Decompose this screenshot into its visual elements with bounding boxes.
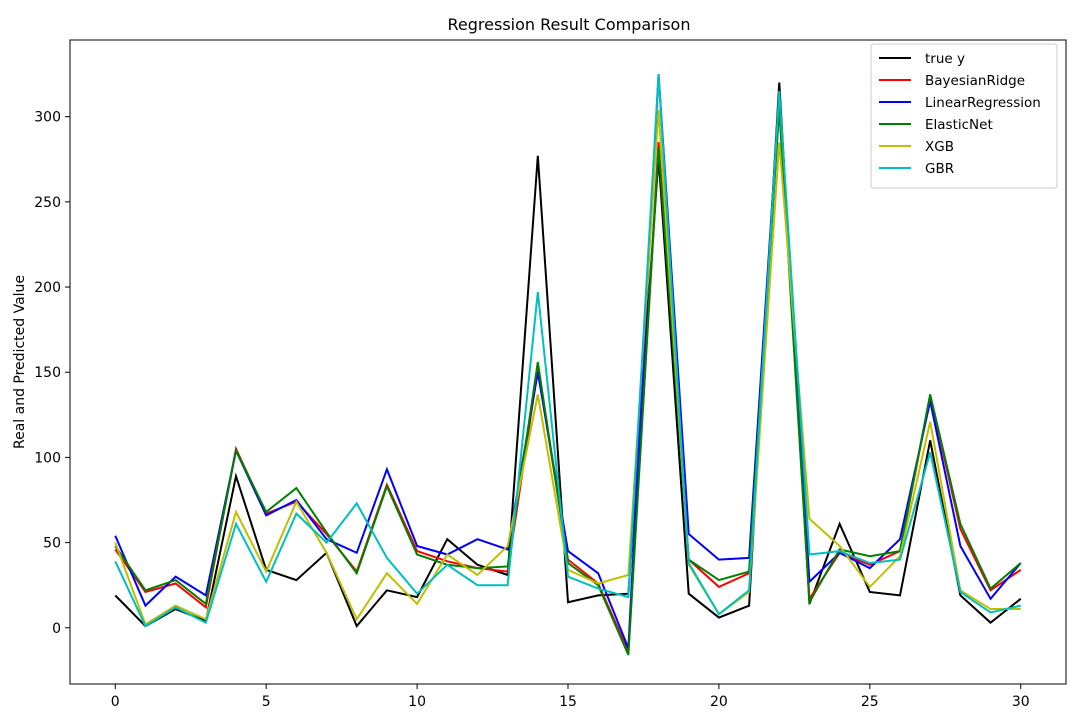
y-tick-label: 250: [34, 195, 61, 211]
y-tick-label: 300: [34, 110, 61, 126]
legend-label-linearregression: LinearRegression: [925, 95, 1041, 111]
x-tick-label: 20: [710, 694, 728, 710]
series-line-elasticnet: [114, 108, 1022, 656]
series-layer: [114, 74, 1022, 656]
legend-label-elasticnet: ElasticNet: [925, 117, 993, 133]
x-tick-label: 0: [111, 694, 120, 710]
y-axis-label: Real and Predicted Value: [12, 275, 28, 449]
series-line-linearregression: [114, 74, 1022, 649]
chart-title: Regression Result Comparison: [448, 15, 691, 34]
y-tick-label: 100: [34, 450, 61, 466]
x-tick-label: 15: [559, 694, 577, 710]
legend-label-gbr: GBR: [925, 161, 954, 177]
y-tick-label: 200: [34, 280, 61, 296]
series-line-gbr: [114, 74, 1021, 628]
x-tick-label: 30: [1012, 694, 1030, 710]
legend-label-bayesianridge: BayesianRidge: [925, 73, 1025, 89]
legend-label-xgb: XGB: [925, 139, 954, 155]
legend-label-true-y: true y: [925, 51, 965, 67]
legend-box: [870, 43, 1058, 189]
x-tick-label: 25: [861, 694, 879, 710]
y-tick-label: 50: [43, 536, 61, 552]
x-tick-label: 10: [408, 694, 426, 710]
legend: true y BayesianRidge LinearRegression Elast…: [870, 43, 1058, 189]
y-tick-label: 0: [52, 621, 61, 637]
x-tick-label: 5: [262, 694, 271, 710]
y-tick-label: 150: [34, 365, 61, 381]
